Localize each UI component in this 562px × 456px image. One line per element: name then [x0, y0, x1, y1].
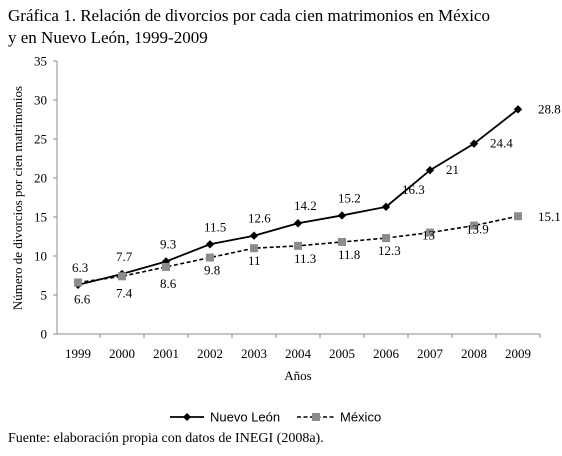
x-tick-label: 2008 [461, 346, 487, 361]
y-tick-label: 20 [34, 171, 47, 186]
legend-label-nuevo-leon: Nuevo León [210, 410, 280, 425]
mexico-marker [470, 221, 478, 230]
nuevo-leon-marker [337, 211, 347, 220]
x-tick-label: 1999 [65, 346, 91, 361]
nuevo-leon-marker [161, 257, 171, 266]
chart-title: Gráfica 1. Relación de divorcios por cad… [8, 5, 553, 49]
mexico-data-label: 11.8 [338, 247, 360, 262]
nuevo-leon-data-label: 14.2 [294, 198, 317, 213]
source-note: Fuente: elaboración propia con datos de … [8, 430, 324, 448]
x-tick-label: 2007 [417, 346, 444, 361]
mexico-data-label: 7.4 [116, 285, 133, 300]
mexico-data-label: 9.8 [204, 263, 220, 278]
x-tick-label: 2003 [241, 346, 267, 361]
nuevo-leon-data-label: 12.6 [248, 211, 271, 226]
mexico-marker [206, 253, 214, 262]
mexico-data-label: 13.9 [466, 222, 489, 237]
nuevo-leon-marker [425, 166, 435, 175]
nuevo-leon-marker [513, 105, 523, 114]
nuevo-leon-data-label: 15.2 [338, 190, 361, 205]
nuevo-leon-data-label: 9.3 [160, 236, 176, 251]
divorce-ratio-line-chart: 0 5 10 15 20 25 30 35 1999 2000 2001 2002 2003 2004 20… [10, 54, 561, 425]
mexico-marker [162, 262, 170, 271]
y-axis-title: Número de divorcios por cien matrimonios [10, 86, 25, 310]
mexico-marker [382, 234, 390, 243]
nuevo-leon-data-label: 6.3 [72, 260, 88, 275]
nuevo-leon-data-label: 16.3 [402, 182, 425, 197]
nuevo-leon-marker [205, 240, 215, 249]
y-tick-label: 30 [34, 93, 47, 108]
legend-label-mexico: México [340, 410, 381, 425]
y-tick-label: 0 [41, 327, 48, 342]
mexico-data-label: 11.3 [294, 251, 316, 266]
legend: Nuevo León México [170, 410, 381, 425]
mexico-data-label: 6.6 [74, 292, 91, 307]
x-tick-label: 2002 [197, 346, 223, 361]
source-org: INEGI [235, 431, 274, 446]
mexico-marker [514, 212, 522, 221]
x-tick-label: 2005 [329, 346, 355, 361]
x-tick-label: 2004 [285, 346, 312, 361]
y-tick-label: 5 [41, 288, 48, 303]
nuevo-leon-data-label: 24.4 [490, 136, 513, 151]
mexico-data-label: 13 [422, 228, 435, 243]
nuevo-leon-marker [381, 202, 391, 212]
x-axis-title: Años [284, 368, 311, 383]
y-tick-label: 15 [34, 210, 47, 225]
x-tick-label: 2006 [373, 346, 400, 361]
source-suffix: (2008a). [273, 431, 324, 446]
nuevo-leon-marker [249, 231, 259, 240]
source-prefix: Fuente: elaboración propia con datos de [8, 431, 236, 446]
data-labels: 6.3 7.7 9.3 11.5 12.6 14.2 15.2 16.3 21 24.4 28.8 6… [72, 101, 561, 306]
axes: 0 5 10 15 20 25 30 35 1999 2000 2001 2002 2003 2004 20… [10, 54, 541, 383]
chart-title-line-2: y en Nuevo León, 1999-2009 [8, 28, 208, 47]
nuevo-leon-data-label: 7.7 [116, 249, 133, 264]
x-tick-label: 2009 [505, 346, 531, 361]
mexico-marker [294, 241, 302, 250]
chart-title-line-1: Gráfica 1. Relación de divorcios por cad… [8, 6, 490, 25]
nuevo-leon-data-label: 28.8 [538, 101, 561, 116]
mexico-marker [74, 278, 82, 287]
x-tick-label: 2001 [153, 346, 179, 361]
nuevo-leon-marker [469, 139, 479, 148]
legend-marker-nuevo-leon [183, 413, 191, 421]
series-markers [73, 105, 523, 290]
y-tick-label: 35 [34, 54, 47, 69]
nuevo-leon-marker [293, 219, 303, 228]
y-tick-label: 25 [34, 132, 47, 147]
nuevo-leon-data-label: 11.5 [204, 219, 226, 234]
mexico-marker [118, 272, 126, 281]
mexico-data-label: 11 [248, 253, 261, 268]
y-tick-label: 10 [34, 249, 47, 264]
mexico-marker [338, 237, 346, 246]
legend-marker-mexico [312, 413, 320, 421]
mexico-data-label: 8.6 [160, 276, 177, 291]
mexico-data-label: 12.3 [378, 243, 401, 258]
mexico-marker [250, 244, 258, 253]
x-tick-label: 2000 [109, 346, 135, 361]
nuevo-leon-data-label: 21 [446, 162, 459, 177]
mexico-marker [426, 228, 434, 237]
mexico-data-label: 15.1 [538, 209, 561, 224]
